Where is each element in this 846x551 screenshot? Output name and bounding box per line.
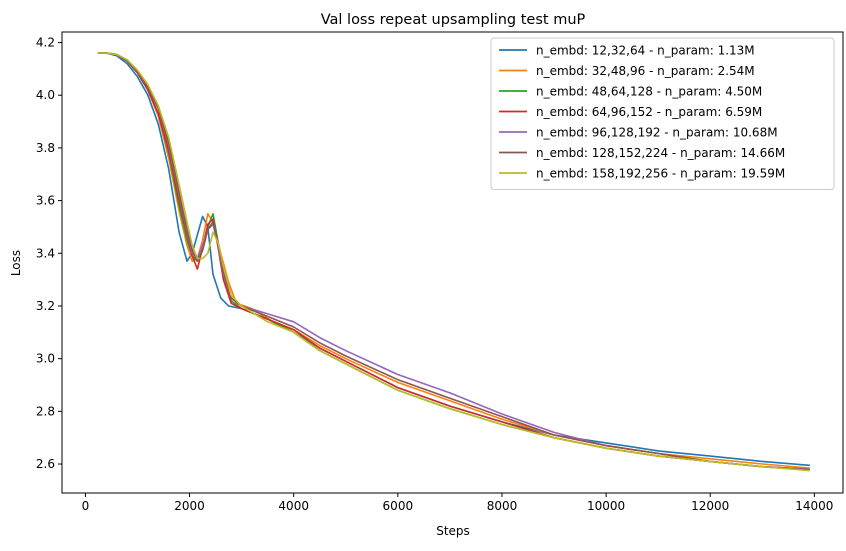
legend-entry-label: n_embd: 12,32,64 - n_param: 1.13M (536, 44, 755, 58)
legend-entry-label: n_embd: 48,64,128 - n_param: 4.50M (536, 85, 762, 99)
y-tick-label: 3.2 (36, 299, 55, 313)
x-tick-label: 2000 (174, 499, 205, 513)
legend: n_embd: 12,32,64 - n_param: 1.13M n_embd:… (490, 37, 835, 190)
chart-title: Val loss repeat upsampling test muP (321, 12, 586, 28)
legend-entry-label: n_embd: 32,48,96 - n_param: 2.54M (536, 64, 755, 78)
y-tick-label: 3.4 (36, 246, 55, 260)
y-tick-label: 3.8 (36, 141, 55, 155)
x-tick-label: 6000 (383, 499, 414, 513)
x-tick-label: 12000 (691, 499, 729, 513)
y-tick-label: 2.6 (36, 457, 55, 471)
y-tick-label: 2.8 (36, 404, 55, 418)
y-axis-label: Loss (9, 250, 23, 276)
legend-entry-label: n_embd: 128,152,224 - n_param: 14.66M (536, 146, 785, 160)
y-tick-label: 4.2 (36, 36, 55, 50)
legend-entry-label: n_embd: 158,192,256 - n_param: 19.59M (536, 167, 785, 181)
y-tick-label: 3.0 (36, 352, 55, 366)
y-tick-label: 4.0 (36, 88, 55, 102)
legend-box (490, 37, 835, 190)
x-tick-label: 14000 (795, 499, 833, 513)
x-tick-label: 4000 (278, 499, 309, 513)
plot-frame (61, 31, 844, 494)
y-tick-label: 3.6 (36, 194, 55, 208)
x-axis-label: Steps (436, 524, 470, 538)
x-tick-label: 8000 (487, 499, 518, 513)
legend-entry-label: n_embd: 96,128,192 - n_param: 10.68M (536, 126, 778, 140)
x-tick-label: 0 (82, 499, 90, 513)
x-tick-label: 10000 (587, 499, 625, 513)
series-line-7 (97, 52, 811, 472)
legend-entry-label: n_embd: 64,96,152 - n_param: 6.59M (536, 105, 762, 119)
